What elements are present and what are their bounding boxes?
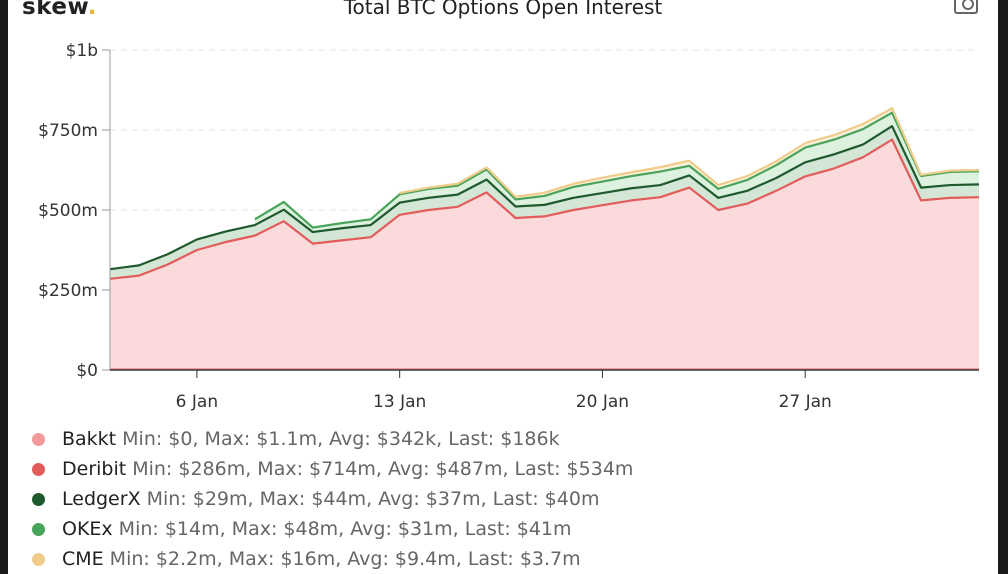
legend-stats: Min: $2.2m, Max: $16m, Avg: $9.4m, Last:… bbox=[109, 548, 581, 570]
logo-dot: . bbox=[87, 0, 97, 20]
legend-item-ledgerx[interactable]: LedgerX Min: $29m, Max: $44m, Avg: $37m, … bbox=[32, 484, 599, 514]
area-deribit bbox=[110, 139, 979, 370]
chart-card: skew. Total BTC Options Open Interest $0… bbox=[8, 0, 998, 574]
y-tick-label: $750m bbox=[38, 121, 98, 141]
legend-name: Deribit bbox=[62, 458, 127, 480]
legend-stats: Min: $14m, Max: $48m, Avg: $31m, Last: $… bbox=[118, 518, 572, 540]
camera-icon[interactable] bbox=[954, 0, 978, 14]
legend-stats: Min: $286m, Max: $714m, Avg: $487m, Last… bbox=[132, 458, 634, 480]
y-tick-label: $1b bbox=[66, 41, 98, 61]
legend-name: CME bbox=[62, 548, 104, 570]
y-tick-label: $0 bbox=[76, 361, 98, 381]
legend-marker bbox=[32, 432, 45, 446]
legend-item-bakkt[interactable]: Bakkt Min: $0, Max: $1.1m, Avg: $342k, La… bbox=[32, 424, 560, 454]
area-ledgerx bbox=[110, 126, 979, 279]
skew-logo[interactable]: skew. bbox=[22, 0, 97, 20]
x-tick-label: 27 Jan bbox=[779, 392, 832, 412]
legend-item-okex[interactable]: OKEx Min: $14m, Max: $48m, Avg: $31m, Las… bbox=[32, 514, 572, 544]
legend-name: OKEx bbox=[62, 518, 113, 540]
x-tick-label: 13 Jan bbox=[373, 392, 426, 412]
legend-name: Bakkt bbox=[62, 428, 117, 450]
legend-stats: Min: $29m, Max: $44m, Avg: $37m, Last: $… bbox=[146, 488, 600, 510]
line-okex bbox=[254, 111, 980, 229]
legend-item-cme[interactable]: CME Min: $2.2m, Max: $16m, Avg: $9.4m, La… bbox=[32, 544, 581, 574]
logo-text: skew bbox=[22, 0, 88, 20]
x-tick-label: 6 Jan bbox=[176, 392, 218, 412]
chart-title: Total BTC Options Open Interest bbox=[343, 0, 663, 19]
y-tick-label: $500m bbox=[38, 201, 98, 221]
x-tick-label: 20 Jan bbox=[576, 392, 629, 412]
area-chart: $0 $250m $500m $750m $1b 6 Jan 13 Jan 20 Jan 27 … bbox=[38, 41, 980, 412]
legend-marker bbox=[32, 462, 45, 476]
legend-marker bbox=[32, 522, 45, 536]
legend-name: LedgerX bbox=[62, 488, 141, 510]
legend-stats: Min: $0, Max: $1.1m, Avg: $342k, Last: $… bbox=[122, 428, 560, 450]
legend-marker bbox=[32, 492, 45, 506]
legend-marker bbox=[32, 552, 45, 566]
y-tick-label: $250m bbox=[38, 281, 98, 301]
legend-item-deribit[interactable]: Deribit Min: $286m, Max: $714m, Avg: $487… bbox=[32, 454, 633, 484]
